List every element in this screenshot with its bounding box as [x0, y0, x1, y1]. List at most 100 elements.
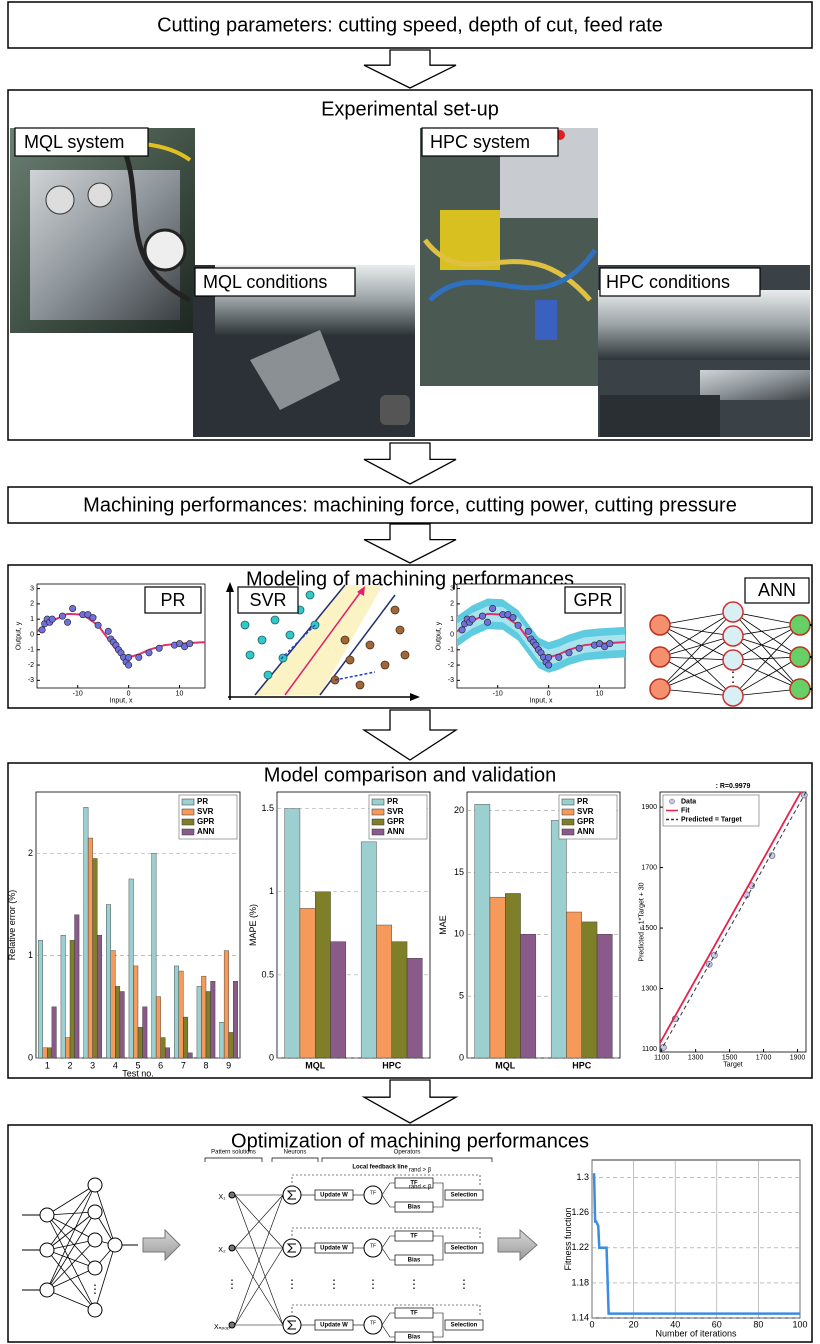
diagram-label: X₂	[218, 1247, 226, 1254]
y-axis-label: MAPE (%)	[248, 904, 258, 946]
y-axis-label: Fitness function	[563, 1207, 573, 1270]
data-point	[510, 614, 516, 620]
x-tick-label: 9	[226, 1060, 231, 1070]
data-point	[105, 628, 111, 634]
legend-swatch	[182, 809, 194, 815]
flow-arrow	[364, 50, 456, 88]
legend-swatch	[562, 799, 574, 805]
x-tick-label: 8	[203, 1060, 208, 1070]
diagram-label: Bias	[408, 1335, 421, 1341]
bar	[61, 935, 66, 1058]
y-tick-label: -2	[448, 662, 454, 669]
legend-label: GPR	[197, 817, 215, 826]
y-tick-label: -2	[28, 662, 34, 669]
diagram-label: ⋮	[458, 1277, 470, 1291]
bar	[300, 908, 315, 1058]
neuron	[88, 1261, 102, 1275]
neuron	[88, 1233, 102, 1247]
legend-swatch	[182, 819, 194, 825]
diagram-label: ⋮	[286, 1277, 298, 1291]
flow-arrow	[364, 524, 456, 563]
diagram-label: TF	[370, 1243, 376, 1249]
y-tick-label: 1.18	[571, 1277, 589, 1287]
legend-swatch	[182, 829, 194, 835]
legend-label: ANN	[577, 827, 595, 836]
data-point	[39, 627, 45, 633]
y-axis-label: Relative error (%)	[7, 890, 17, 961]
bar	[233, 981, 238, 1058]
bar	[97, 935, 102, 1058]
bar	[201, 976, 206, 1058]
bar	[206, 992, 211, 1059]
data-point	[459, 627, 465, 633]
bar	[407, 958, 422, 1058]
diagram-label: rand > β	[409, 1168, 432, 1174]
bar	[285, 809, 300, 1058]
neuron	[88, 1205, 102, 1219]
y-tick-label: 0	[450, 631, 454, 638]
bar	[174, 966, 179, 1058]
output-neuron	[790, 615, 810, 635]
output-neuron	[790, 679, 810, 699]
neuron	[88, 1178, 102, 1192]
diagram-label: Neurons	[284, 1150, 307, 1156]
legend-swatch	[670, 799, 675, 804]
x-tick-label: 1500	[722, 1054, 738, 1061]
data-point	[484, 619, 490, 625]
bar	[161, 1038, 166, 1058]
data-point	[525, 628, 531, 634]
y-tick-label: 1.3	[576, 1172, 589, 1182]
bar	[490, 897, 505, 1058]
bar	[129, 879, 134, 1058]
input-node	[229, 1245, 235, 1251]
x-axis-label: Input, x	[530, 697, 553, 704]
diagram-label: X₁	[218, 1194, 226, 1201]
diagram-label: TF	[370, 1190, 376, 1196]
y-tick-label: 1.26	[571, 1207, 589, 1217]
y-tick-label: -3	[28, 677, 34, 684]
diagram-label: Bias	[408, 1258, 421, 1264]
bar	[115, 986, 120, 1058]
legend-label: ANN	[387, 827, 405, 836]
x-tick-label: 0	[589, 1320, 594, 1330]
y-tick-label: 3	[30, 585, 34, 592]
diagram-label: Operators	[394, 1150, 421, 1156]
y-tick-label: 1.5	[261, 803, 274, 813]
bar	[315, 892, 330, 1058]
bar	[165, 1048, 170, 1058]
x-tick-label: 5	[135, 1060, 140, 1070]
neuron	[40, 1243, 54, 1257]
bar	[143, 1007, 148, 1058]
flow-arrow	[364, 710, 456, 760]
data-point	[146, 650, 152, 656]
data-point	[566, 650, 572, 656]
x-tick-label: -10	[493, 690, 503, 697]
data-point	[515, 622, 521, 628]
diagram-label: ⋮	[226, 1277, 238, 1291]
x-tick-label: 1300	[688, 1054, 704, 1061]
x-tick-label: 1	[45, 1060, 50, 1070]
y-tick-label: 1.14	[571, 1312, 589, 1322]
legend-label: SVR	[577, 807, 594, 816]
diagram-label: Selection	[451, 1193, 478, 1199]
legend-label: PR	[577, 797, 588, 806]
ellipsis: ⋮	[89, 1282, 101, 1296]
y-tick-label: 0	[459, 1052, 464, 1062]
legend-swatch	[372, 809, 384, 815]
y-tick-label: -3	[448, 677, 454, 684]
diagram-label: Pattern solutions	[211, 1150, 256, 1156]
bar	[376, 925, 391, 1058]
y-tick-label: 2	[28, 848, 33, 858]
y-tick-label: -1	[28, 647, 34, 654]
bar	[179, 971, 184, 1058]
y-tick-label: 2	[30, 601, 34, 608]
bar	[52, 1007, 57, 1058]
bar	[566, 912, 581, 1058]
bar	[597, 934, 612, 1058]
bar	[188, 1053, 193, 1058]
legend-label: Fit	[681, 807, 690, 814]
diagram-label: Selection	[451, 1246, 478, 1252]
data-point	[125, 654, 131, 660]
output-neuron	[790, 647, 810, 667]
neuron	[88, 1303, 102, 1317]
